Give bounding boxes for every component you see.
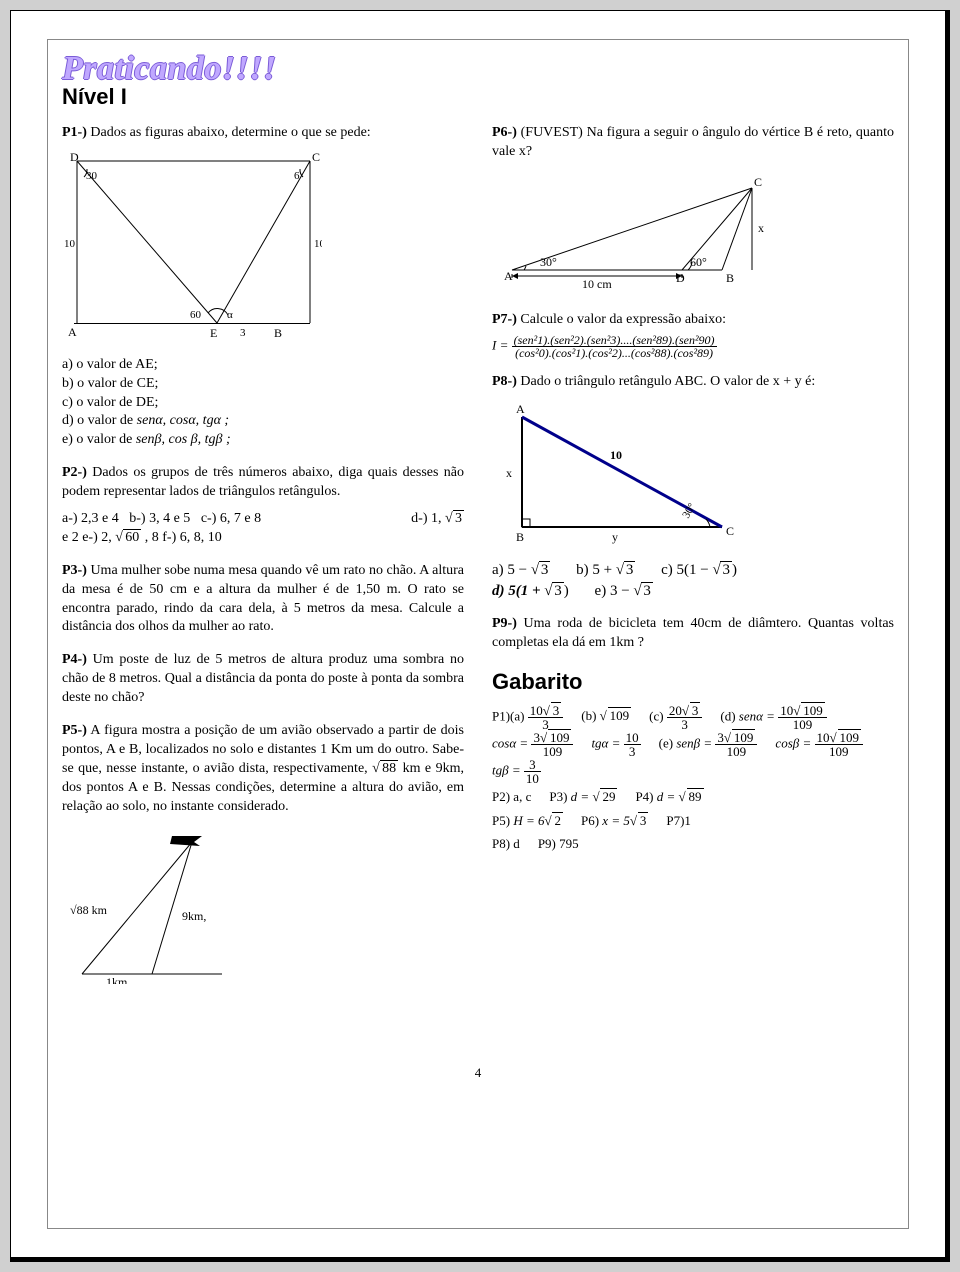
p3-label: P3-)	[62, 563, 87, 578]
p8-label: P8-)	[492, 374, 517, 389]
page-number: 4	[62, 1065, 894, 1081]
p8-text: Dado o triângulo retângulo ABC. O valor …	[517, 374, 815, 389]
p6-svg: A B C D 30° 60° 10 cm x	[492, 170, 792, 290]
q-p3: P3-) Uma mulher sobe numa mesa quando vê…	[62, 562, 464, 638]
p8-opts: a) 5 − 3 b) 5 + 3 c) 5(1 − 3) d) 5(1 + 3…	[492, 560, 894, 601]
p2-a: a-) 2,3 e 4	[62, 511, 119, 526]
p8-figure: A B C x y 10 30°	[492, 397, 894, 554]
svg-text:10 cm: 10 cm	[582, 277, 612, 290]
q-p4: P4-) Um poste de luz de 5 metros de altu…	[62, 651, 464, 708]
svg-text:60°: 60°	[690, 255, 707, 269]
p2-label: P2-)	[62, 465, 87, 480]
q-p2: P2-) Dados os grupos de três números aba…	[62, 464, 464, 548]
p7-label: P7-)	[492, 312, 517, 327]
q-p7: P7-) Calcule o valor da expressão abaixo…	[492, 311, 894, 359]
p1-text: Dados as figuras abaixo, determine o que…	[87, 125, 371, 140]
p1-opt-a: a) o valor de AE;	[62, 356, 464, 375]
svg-text:E: E	[210, 326, 217, 340]
p2-line2: e 2 e-) 2, 60 , 8 f-) 6, 8, 10	[62, 529, 464, 548]
p6-label: P6-)	[492, 125, 517, 140]
p9-text: Uma roda de bicicleta tem 40cm de diâmte…	[492, 616, 894, 650]
ans-p1-row2: cosα = 3109109 tgα = 103 (e) senβ = 3109…	[492, 731, 894, 758]
p1-opt-b: b) o valor de CE;	[62, 375, 464, 394]
p5-figure: √88 km 9km, 1km	[62, 824, 464, 991]
svg-text:10: 10	[610, 448, 622, 462]
svg-text:A: A	[516, 402, 525, 416]
svg-text:C: C	[726, 524, 734, 538]
p2-b: b-) 3, 4 e 5	[129, 511, 190, 526]
svg-text:x: x	[506, 466, 512, 480]
q-p1: P1-) Dados as figuras abaixo, determine …	[62, 124, 464, 450]
svg-text:3: 3	[240, 327, 246, 339]
q-p6: P6-) (FUVEST) Na figura a seguir o ângul…	[492, 124, 894, 297]
p7-text: Calcule o valor da expressão abaixo:	[517, 312, 726, 327]
ans-p1-row3: tgβ = 310	[492, 758, 894, 785]
svg-text:D: D	[70, 151, 79, 164]
q-p5: P5-) A figura mostra a posição de um avi…	[62, 722, 464, 991]
svg-text:1km: 1km	[106, 975, 128, 984]
ans-p8-row: P8) d P9) 795	[492, 832, 894, 855]
p4-label: P4-)	[62, 652, 87, 667]
svg-text:A: A	[68, 325, 77, 339]
q-p8: P8-) Dado o triângulo retângulo ABC. O v…	[492, 373, 894, 601]
gabarito-body: P1)(a) 1033 (b) 109 (c) 2033 (d) senα = …	[492, 704, 894, 855]
svg-text:C: C	[754, 175, 762, 189]
svg-text:60: 60	[190, 309, 202, 321]
ans-p1-row1: P1)(a) 1033 (b) 109 (c) 2033 (d) senα = …	[492, 704, 894, 731]
svg-text:6: 6	[294, 170, 300, 182]
svg-text:9km,: 9km,	[182, 909, 206, 923]
p2-text: Dados os grupos de três números abaixo, …	[62, 465, 464, 499]
right-column: P6-) (FUVEST) Na figura a seguir o ângul…	[492, 124, 894, 1005]
p7-expr: I = (sen²1).(sen²2).(sen²3)....(sen²89).…	[492, 334, 894, 359]
svg-text:y: y	[612, 530, 618, 544]
ans-p5-row: P5) H = 62 P6) x = 53 P7)1	[492, 809, 894, 832]
page: Praticando!!!! Nível I P1-) Dados as fig…	[10, 10, 946, 1258]
svg-text:A: A	[504, 269, 513, 283]
svg-text:10: 10	[314, 238, 322, 250]
p6-figure: A B C D 30° 60° 10 cm x	[492, 170, 894, 297]
p5-svg: √88 km 9km, 1km	[62, 824, 262, 984]
svg-text:B: B	[516, 530, 524, 544]
p1-svg: D C A E B 30 6 10 10 3 60 α	[62, 151, 322, 341]
svg-text:C: C	[312, 151, 320, 164]
svg-text:D: D	[676, 271, 685, 285]
ans-p2-row: P2) a, c P3) d = 29 P4) d = 89	[492, 785, 894, 808]
p1-label: P1-)	[62, 125, 87, 140]
page-shadow: Praticando!!!! Nível I P1-) Dados as fig…	[10, 10, 950, 1262]
svg-text:B: B	[726, 271, 734, 285]
p6-text: (FUVEST) Na figura a seguir o ângulo do …	[492, 125, 894, 159]
svg-text:x: x	[758, 221, 764, 235]
svg-text:10: 10	[64, 238, 76, 250]
gabarito-title: Gabarito	[492, 667, 894, 697]
p1-opt-d: d) o valor de senα, cosα, tgα ;	[62, 412, 464, 431]
p4-text: Um poste de luz de 5 metros de altura pr…	[62, 652, 464, 705]
praticando-title: Praticando!!!!	[62, 50, 894, 88]
p9-label: P9-)	[492, 616, 517, 631]
p1-opt-c: c) o valor de DE;	[62, 394, 464, 413]
svg-text:B: B	[274, 326, 282, 340]
svg-text:30°: 30°	[540, 255, 557, 269]
p3-text: Uma mulher sobe numa mesa quando vê um r…	[62, 563, 464, 635]
p5-label: P5-)	[62, 723, 87, 738]
p1-opt-e: e) o valor de senβ, cos β, tgβ ;	[62, 431, 464, 450]
svg-text:30: 30	[86, 170, 98, 182]
p2-d: d-) 1, 3	[411, 510, 464, 529]
columns: P1-) Dados as figuras abaixo, determine …	[62, 124, 894, 1005]
inner: Praticando!!!! Nível I P1-) Dados as fig…	[47, 39, 909, 1229]
p2-c: c-) 6, 7 e 8	[201, 511, 261, 526]
q-p9: P9-) Uma roda de bicicleta tem 40cm de d…	[492, 615, 894, 653]
p1-figure: D C A E B 30 6 10 10 3 60 α	[62, 151, 464, 348]
left-column: P1-) Dados as figuras abaixo, determine …	[62, 124, 464, 1005]
p8-svg: A B C x y 10 30°	[492, 397, 752, 547]
svg-text:√88 km: √88 km	[70, 903, 108, 917]
